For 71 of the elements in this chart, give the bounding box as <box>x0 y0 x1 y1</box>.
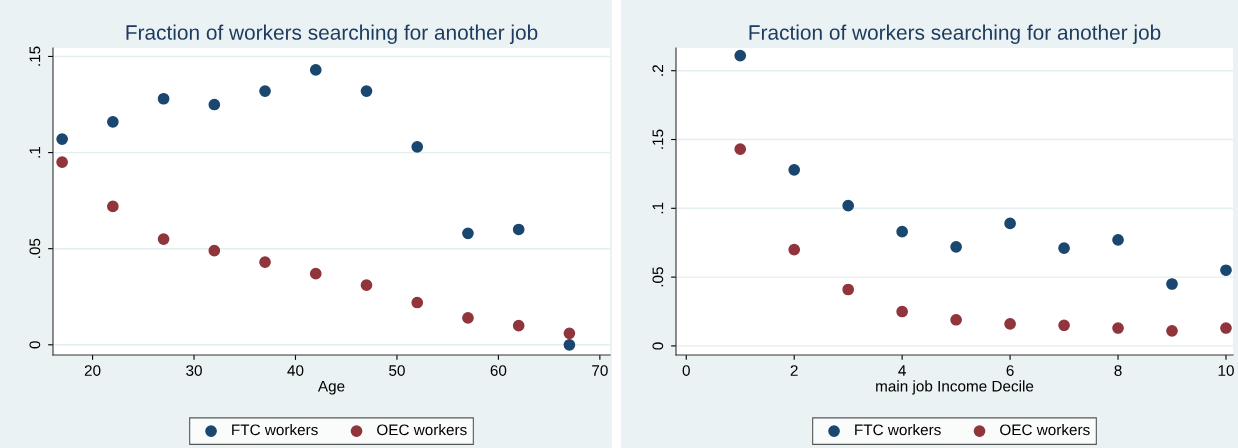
point <box>734 143 747 155</box>
legend-label: FTC workers <box>855 424 941 436</box>
point <box>788 163 801 176</box>
y-tick-label: .2 <box>652 65 664 76</box>
point <box>1004 217 1016 230</box>
point <box>462 312 474 324</box>
legend-label: OEC workers <box>1000 424 1090 436</box>
point <box>1166 324 1178 337</box>
y-tick-label: .1 <box>652 202 664 214</box>
point <box>208 98 221 111</box>
point <box>563 327 576 340</box>
x-tick-label: 70 <box>592 365 608 376</box>
point <box>1004 318 1016 330</box>
point <box>1220 264 1232 277</box>
x-tick-label: 60 <box>490 365 507 376</box>
point <box>1220 322 1232 334</box>
legend-label: OEC workers <box>377 424 467 436</box>
point <box>157 233 170 245</box>
chart-title: Fraction of workers searching for another job <box>749 24 1161 44</box>
y-tick-label: 0 <box>29 341 41 349</box>
point <box>896 305 908 318</box>
point <box>56 156 68 169</box>
chart-title: Fraction of workers searching for another job <box>126 24 538 44</box>
point <box>56 133 68 145</box>
x-tick-label: 0 <box>682 365 690 376</box>
point <box>842 283 855 296</box>
point <box>1112 322 1124 334</box>
point <box>259 85 271 97</box>
x-tick-label: 20 <box>84 365 101 376</box>
point <box>462 227 474 240</box>
point <box>360 85 373 97</box>
x-tick-label: 30 <box>186 365 202 376</box>
point <box>512 319 525 332</box>
point <box>1058 319 1070 332</box>
point <box>157 92 170 105</box>
point <box>309 267 322 280</box>
point <box>563 338 576 351</box>
y-tick-label: 0 <box>652 342 664 350</box>
x-tick-label: 6 <box>1006 365 1014 376</box>
point <box>411 296 424 309</box>
point <box>842 199 855 212</box>
y-tick-label: .05 <box>652 267 664 287</box>
x-tick-label: 2 <box>790 365 798 376</box>
point <box>107 200 119 213</box>
point <box>734 49 747 62</box>
point <box>208 244 221 257</box>
point <box>309 64 322 76</box>
x-tick-label: 10 <box>1218 365 1234 376</box>
point <box>896 225 908 238</box>
point <box>950 240 962 253</box>
y-tick-label: .05 <box>29 238 41 258</box>
x-tick-label: 8 <box>1114 365 1122 376</box>
y-tick-label: .1 <box>29 146 41 158</box>
x-tick-label: 40 <box>287 365 304 376</box>
y-tick-label: .15 <box>29 46 41 66</box>
point <box>788 243 801 256</box>
point <box>1166 278 1178 290</box>
x-axis-title: Age <box>317 380 345 395</box>
point <box>1058 242 1070 255</box>
x-axis-title: main job Income Decile <box>876 380 1034 395</box>
point <box>950 313 962 326</box>
x-tick-label: 50 <box>389 365 405 376</box>
point <box>107 115 119 128</box>
point <box>1112 234 1124 246</box>
point <box>512 223 525 236</box>
point <box>259 256 271 268</box>
x-tick-label: 4 <box>898 365 906 376</box>
point <box>360 279 373 292</box>
point <box>411 140 424 153</box>
y-tick-label: .15 <box>652 129 664 149</box>
legend-label: FTC workers <box>232 424 318 436</box>
